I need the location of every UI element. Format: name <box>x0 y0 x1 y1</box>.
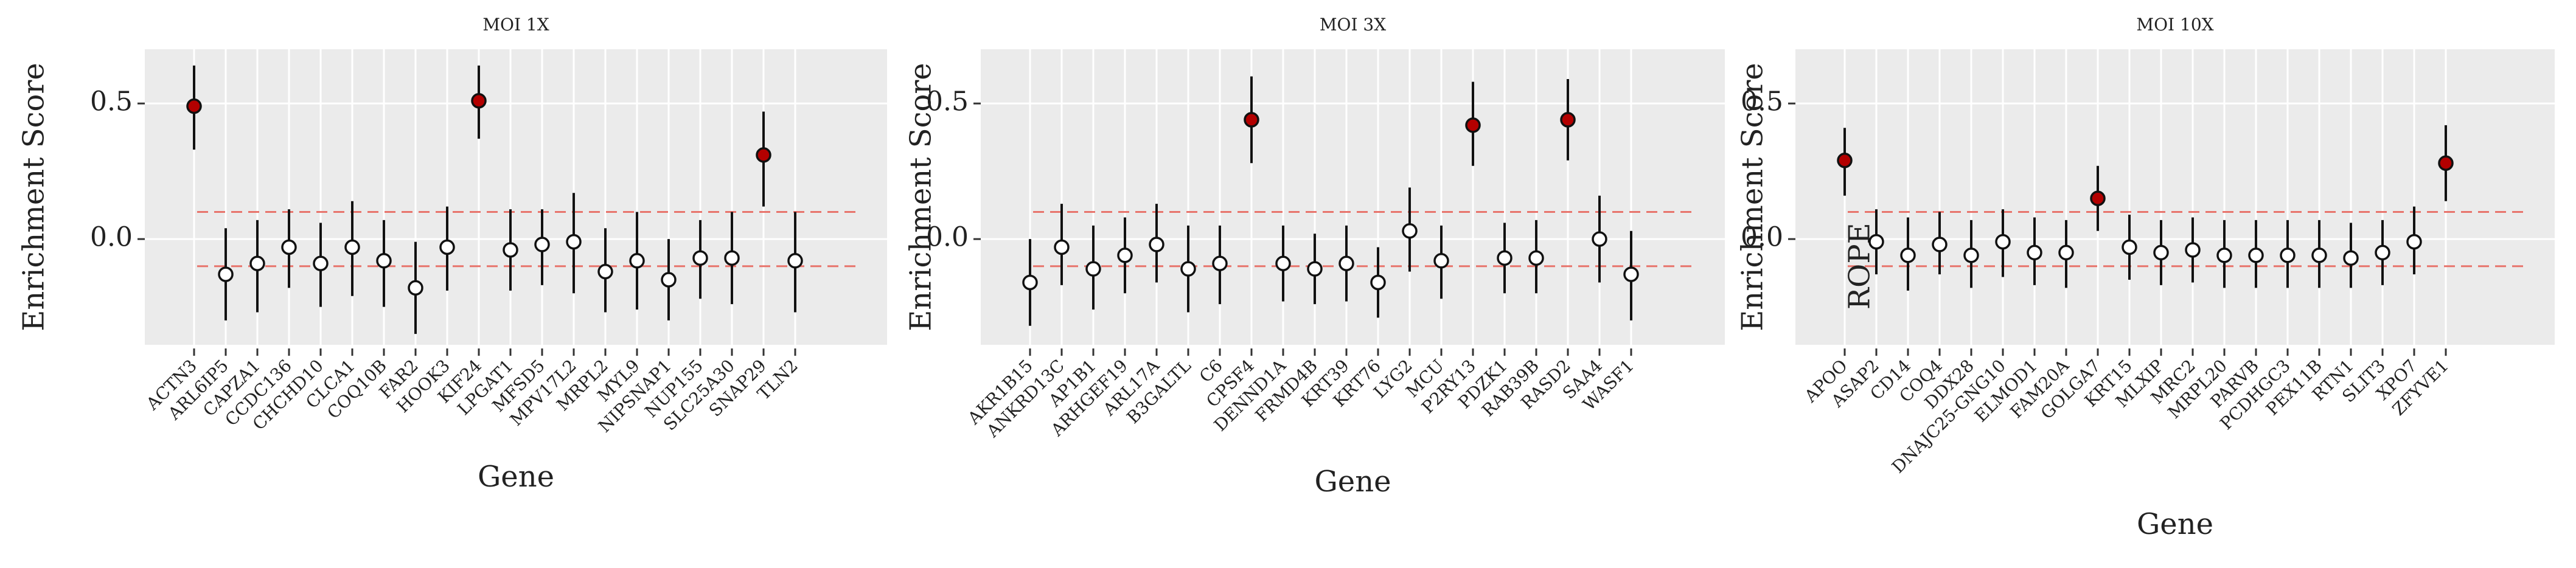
point <box>1212 255 1228 271</box>
point <box>1338 255 1354 271</box>
point <box>2216 248 2232 263</box>
point <box>1528 250 1544 266</box>
point <box>724 250 740 266</box>
plot-background <box>981 49 1725 345</box>
y-tick-label: 0.5 <box>926 86 969 117</box>
point <box>313 255 329 271</box>
point <box>566 234 582 250</box>
x-axis-label: Gene <box>1314 465 1391 499</box>
point <box>1117 248 1133 263</box>
point <box>2058 244 2074 261</box>
point <box>2153 244 2169 261</box>
point <box>1433 253 1449 269</box>
point <box>1623 266 1639 282</box>
point <box>249 255 265 271</box>
point <box>218 266 234 282</box>
point <box>344 239 360 255</box>
point <box>1868 234 1884 250</box>
y-tick-label: 0.0 <box>90 222 133 253</box>
point <box>1085 261 1101 277</box>
x-axis-label: Gene <box>478 460 554 494</box>
point <box>1275 255 1291 271</box>
point <box>2027 244 2042 261</box>
point <box>439 239 455 255</box>
point <box>2406 234 2422 250</box>
point <box>1837 153 1853 168</box>
point <box>471 92 487 109</box>
point <box>756 147 771 163</box>
point <box>1497 250 1513 266</box>
panel-title: MOI 3X <box>1320 15 1386 35</box>
point <box>1307 261 1323 277</box>
y-tick-label: 0.0 <box>1741 222 1783 253</box>
point <box>376 253 392 269</box>
point <box>1244 112 1259 128</box>
point <box>1149 237 1164 252</box>
point <box>2090 190 2106 206</box>
y-tick-label: 0.0 <box>926 222 969 253</box>
point <box>1370 274 1386 291</box>
point <box>1402 223 1418 239</box>
point <box>2122 239 2137 255</box>
x-axis-label: Gene <box>2137 507 2213 541</box>
point <box>281 239 297 255</box>
point <box>597 263 613 280</box>
point <box>408 280 423 296</box>
point <box>1054 239 1070 255</box>
point <box>661 272 677 288</box>
y-axis-label: Enrichment Score <box>17 63 51 331</box>
point <box>2438 155 2454 171</box>
panel-title: MOI 1X <box>482 15 549 35</box>
point <box>186 98 202 114</box>
y-axis-label: Enrichment Score <box>1736 63 1770 331</box>
point <box>534 237 550 252</box>
point <box>2375 244 2390 261</box>
panel-title: MOI 10X <box>2136 15 2213 35</box>
point <box>1963 248 1979 263</box>
point <box>2248 248 2264 263</box>
plot-background <box>1795 49 2555 345</box>
point <box>787 253 803 269</box>
point <box>2343 250 2359 266</box>
point <box>1592 231 1607 247</box>
point <box>1022 274 1038 291</box>
point <box>1995 234 2011 250</box>
point <box>1465 117 1481 133</box>
y-tick-label: 0.5 <box>90 86 133 117</box>
point <box>503 242 518 258</box>
point <box>629 253 645 269</box>
point <box>692 250 708 266</box>
y-axis-label: Enrichment Score <box>904 63 938 331</box>
point <box>2280 248 2296 263</box>
point <box>2185 242 2201 258</box>
y-tick-label: 0.5 <box>1741 86 1783 117</box>
point <box>1560 112 1576 128</box>
point <box>2311 248 2327 263</box>
point <box>1900 248 1916 263</box>
point <box>1932 237 1948 252</box>
point <box>1180 261 1196 277</box>
